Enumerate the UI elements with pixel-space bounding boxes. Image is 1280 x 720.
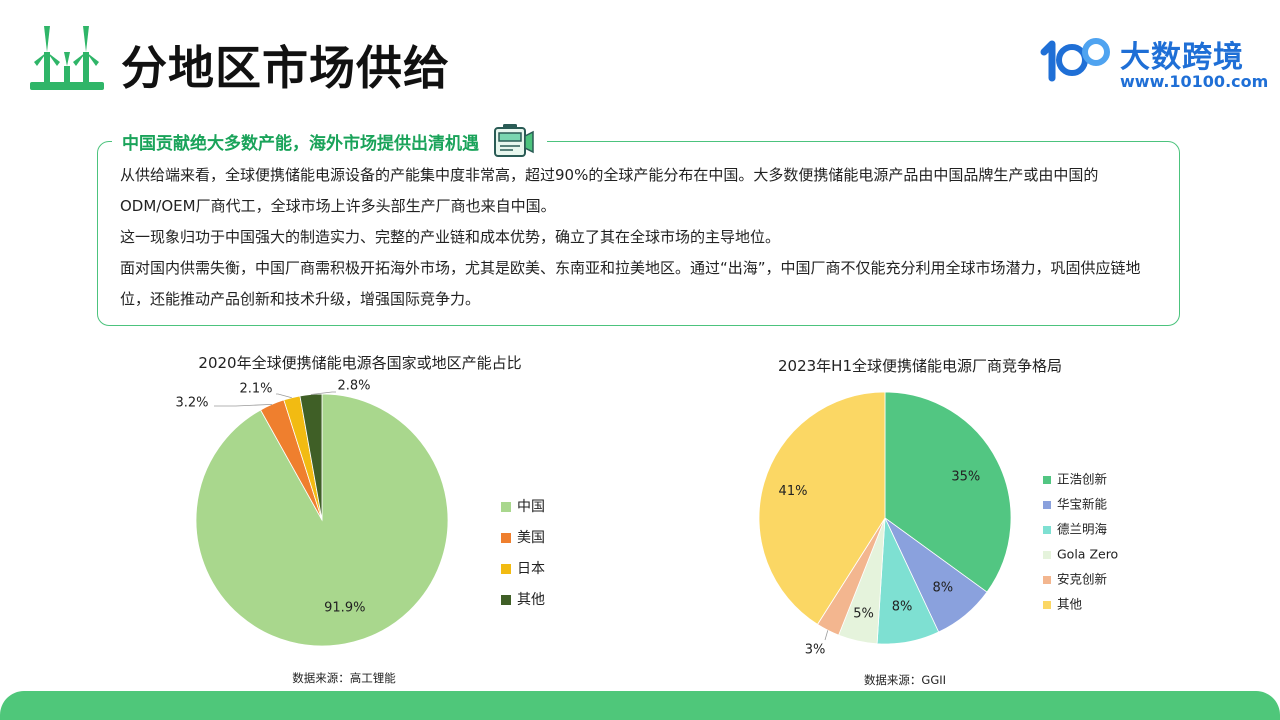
chart2-slice-0	[884, 391, 1012, 593]
info-paragraph: 从供给端来看，全球便携储能电源设备的产能集中度非常高，超过90%的全球产能分布在…	[120, 166, 1099, 215]
chart2-title: 2023年H1全球便携储能电源厂商竞争格局	[778, 357, 1062, 375]
chart2-leader-line-4	[824, 630, 829, 641]
chart2-legend-label-2: 德兰明海	[1057, 522, 1108, 537]
footer-band	[0, 691, 1280, 720]
chart2-data-label-4: 3%	[805, 643, 826, 658]
chart2-data-label-0: 35%	[951, 469, 980, 484]
power-station-icon	[494, 124, 534, 157]
chart1-legend-label-0: 中国	[517, 499, 545, 515]
chart2-legend-label-5: 其他	[1057, 597, 1083, 612]
info-paragraph: 这一现象归功于中国强大的制造实力、完整的产业链和成本优势，确立了其在全球市场的主…	[120, 228, 781, 246]
chart2-legend-label-4: 安克创新	[1057, 572, 1107, 587]
chart2-legend-swatch-5	[1043, 601, 1051, 609]
brand-mark-icon	[1040, 38, 1110, 82]
chart2-legend-swatch-0	[1043, 476, 1051, 484]
chart1-leader-line-1	[214, 404, 273, 407]
chart2-legend-swatch-3	[1043, 551, 1051, 559]
chart1-legend-swatch-3	[501, 595, 511, 605]
chart1-leader-line-3	[310, 391, 336, 395]
chart2-legend-label-3: Gola Zero	[1057, 547, 1118, 562]
chart1-legend-swatch-2	[501, 564, 511, 574]
chart1-title: 2020年全球便携储能电源各国家或地区产能占比	[198, 354, 522, 372]
chart2-data-label-3: 5%	[853, 606, 874, 621]
chart2-data-label-2: 8%	[892, 600, 913, 615]
info-box	[97, 141, 1180, 326]
chart1-legend-label-3: 其他	[517, 592, 545, 608]
info-paragraph: 面对国内供需失衡，中国厂商需积极开拓海外市场，尤其是欧美、东南亚和拉美地区。通过…	[120, 259, 1141, 308]
brand-name: 大数跨境	[1120, 40, 1244, 75]
chart2-legend-swatch-2	[1043, 526, 1051, 534]
chart1-source: 数据来源：高工锂能	[292, 671, 396, 685]
info-body: 从供给端来看，全球便携储能电源设备的产能集中度非常高，超过90%的全球产能分布在…	[120, 160, 1164, 315]
page-title: 分地区市场供给	[121, 41, 450, 95]
chart1-legend-swatch-0	[501, 502, 511, 512]
chart2-source: 数据来源：GGII	[863, 673, 947, 687]
chart2-data-label-1: 8%	[932, 580, 953, 595]
chart1-data-label-0: 91.9%	[324, 600, 365, 615]
brand-url: www.10100.com	[1120, 72, 1269, 91]
chart2-slice-5	[758, 391, 886, 625]
chart1-data-label-2: 2.1%	[239, 382, 272, 397]
chart1-data-label-1: 3.2%	[175, 396, 208, 411]
chart2-legend-swatch-1	[1043, 501, 1051, 509]
wind-turbine-logo-icon	[30, 26, 104, 90]
chart2-data-label-5: 41%	[779, 484, 808, 499]
brand-logo: 大数跨境 www.10100.com	[1036, 30, 1268, 96]
info-heading: 中国贡献绝大多数产能，海外市场提供出清机遇	[112, 124, 547, 158]
chart1-leader-line-2	[276, 393, 292, 399]
chart1-legend-swatch-1	[501, 533, 511, 543]
chart1-data-label-3: 2.8%	[337, 379, 370, 394]
chart2-legend-label-0: 正浩创新	[1057, 472, 1107, 487]
chart1-legend-label-2: 日本	[517, 561, 545, 577]
info-heading-text: 中国贡献绝大多数产能，海外市场提供出清机遇	[122, 133, 479, 154]
chart1-legend-label-1: 美国	[517, 530, 545, 546]
chart2-legend-label-1: 华宝新能	[1057, 497, 1108, 512]
chart2-legend-swatch-4	[1043, 576, 1051, 584]
